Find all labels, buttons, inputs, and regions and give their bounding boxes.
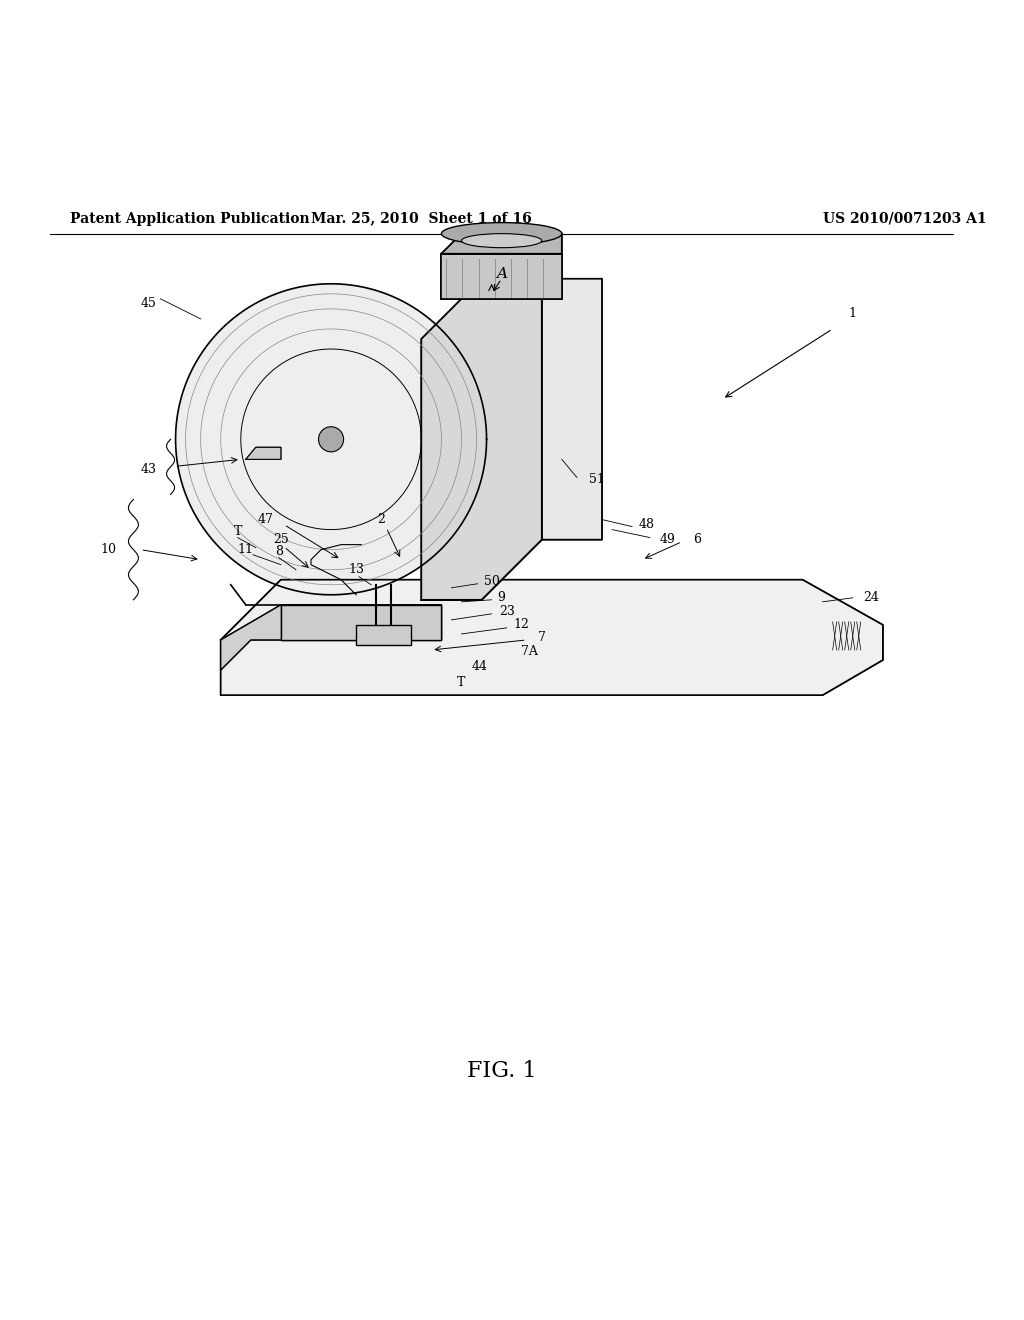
Ellipse shape [462, 234, 542, 248]
Polygon shape [221, 605, 441, 671]
Text: 50: 50 [483, 576, 500, 589]
Text: FIG. 1: FIG. 1 [467, 1060, 537, 1082]
Text: 24: 24 [863, 591, 879, 605]
Text: 7A: 7A [521, 645, 539, 659]
Text: T: T [458, 676, 466, 689]
Polygon shape [281, 605, 441, 640]
Polygon shape [246, 447, 281, 459]
Ellipse shape [441, 223, 562, 244]
Text: 6: 6 [693, 533, 701, 546]
Text: 43: 43 [140, 463, 157, 477]
Text: 11: 11 [238, 543, 254, 556]
Text: 12: 12 [514, 618, 529, 631]
Polygon shape [421, 279, 602, 599]
Text: 48: 48 [639, 517, 655, 531]
Text: 45: 45 [140, 297, 157, 310]
FancyBboxPatch shape [356, 624, 412, 645]
Text: 49: 49 [659, 533, 675, 546]
Ellipse shape [318, 426, 344, 451]
Text: 47: 47 [258, 513, 273, 527]
Text: 51: 51 [589, 473, 605, 486]
Text: 1: 1 [849, 308, 857, 321]
Ellipse shape [675, 623, 699, 632]
Text: A: A [496, 267, 507, 281]
Text: US 2010/0071203 A1: US 2010/0071203 A1 [822, 211, 986, 226]
Text: 13: 13 [348, 564, 365, 577]
Text: 8: 8 [274, 545, 283, 558]
Polygon shape [441, 253, 562, 298]
Text: 10: 10 [100, 543, 117, 556]
Text: 9: 9 [498, 591, 506, 605]
Polygon shape [441, 234, 562, 253]
Text: Patent Application Publication: Patent Application Publication [71, 211, 310, 226]
Text: 25: 25 [273, 533, 289, 546]
Text: 2: 2 [377, 513, 385, 527]
Text: T: T [233, 525, 242, 539]
Polygon shape [221, 579, 883, 696]
Text: Mar. 25, 2010  Sheet 1 of 16: Mar. 25, 2010 Sheet 1 of 16 [311, 211, 531, 226]
Polygon shape [421, 279, 542, 599]
Text: 7: 7 [538, 631, 546, 644]
Text: 23: 23 [499, 606, 515, 618]
Polygon shape [175, 284, 486, 595]
Text: 44: 44 [471, 660, 487, 672]
